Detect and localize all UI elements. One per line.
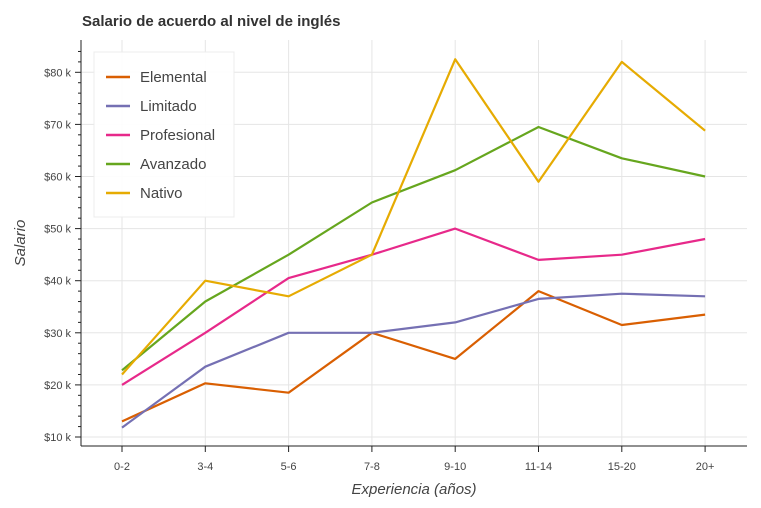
y-tick-label: $20 k [44, 380, 71, 392]
x-axis-title: Experiencia (años) [351, 481, 476, 498]
series-line-avanzado [121, 125, 706, 372]
y-tick-label: $70 k [44, 119, 71, 131]
series-line-profesional [121, 227, 706, 386]
axes: $10 k $20 k $30 k $40 k $50 k $60 k $70 k $80 k… [12, 40, 747, 498]
y-tick-label: $40 k [44, 276, 71, 288]
x-tick-label: 9-10 [444, 461, 466, 473]
legend-label: Limitado [140, 98, 197, 115]
series-lines [121, 58, 706, 429]
series-line-limitado [121, 292, 706, 429]
legend-label: Profesional [140, 127, 215, 144]
y-tick-label: $80 k [44, 67, 71, 79]
y-tick-label: $60 k [44, 172, 71, 184]
x-tick-label: 5-6 [281, 461, 297, 473]
series-line-elemental [121, 290, 706, 423]
y-tick-label: $50 k [44, 224, 71, 236]
series-line-nativo [121, 58, 706, 376]
legend-label: Elemental [140, 69, 207, 86]
chart-title: Salario de acuerdo al nivel de inglés [82, 13, 341, 30]
x-tick-label: 11-14 [525, 461, 552, 473]
y-tick-label: $30 k [44, 328, 71, 340]
x-tick-label: 0-2 [114, 461, 130, 473]
legend: Elemental Limitado Profesional Avanzado Nati… [93, 51, 235, 218]
grid [81, 40, 747, 446]
y-axis-title: Salario [12, 220, 29, 267]
x-tick-label: 3-4 [197, 461, 213, 473]
y-tick-label: $10 k [44, 432, 71, 444]
x-tick-label: 15-20 [608, 461, 636, 473]
x-tick-label: 7-8 [364, 461, 380, 473]
legend-label: Avanzado [140, 156, 206, 173]
legend-label: Nativo [140, 185, 183, 202]
x-tick-label: 20+ [696, 461, 715, 473]
